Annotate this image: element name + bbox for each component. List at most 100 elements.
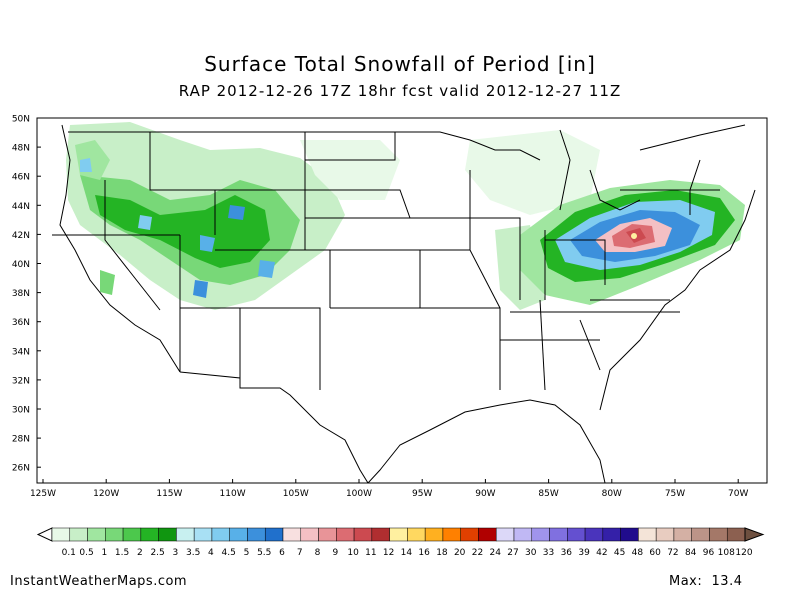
legend-swatch — [69, 527, 88, 542]
longitude-axis: 125W 120W 115W 110W 105W 100W 95W 90W 85W 80W 75W 7… — [30, 479, 748, 499]
legend-label: 30 — [525, 548, 537, 558]
legend-label: 2 — [137, 548, 143, 558]
legend-swatch — [495, 527, 515, 542]
lat-label: 30N — [12, 406, 30, 416]
legend-label: 60 — [649, 548, 661, 558]
legend-label: 120 — [735, 548, 752, 558]
legend-label: 24 — [490, 548, 502, 558]
legend-swatch — [478, 527, 497, 542]
map-title: Surface Total Snowfall of Period [in] — [204, 52, 596, 76]
boundary-lines — [52, 124, 756, 483]
legend-label: 8 — [315, 548, 321, 558]
legend-label: 3.5 — [186, 548, 200, 558]
lon-label: 75W — [665, 489, 685, 499]
lon-label: 80W — [602, 489, 622, 499]
plot-frame — [36, 117, 768, 484]
legend-label: 22 — [472, 548, 483, 558]
legend-label: 96 — [703, 548, 715, 558]
lon-label: 115W — [156, 489, 182, 499]
legend-swatch — [638, 527, 657, 542]
lon-label: 90W — [475, 489, 495, 499]
legend-label: 7 — [297, 548, 303, 558]
legend-label: 4.5 — [222, 548, 236, 558]
lon-label: 85W — [538, 489, 558, 499]
legend-label: 108 — [718, 548, 735, 558]
legend-label: 1 — [101, 548, 107, 558]
legend-high-arrow — [744, 527, 765, 542]
lat-label: 40N — [12, 260, 30, 270]
lat-label: 48N — [12, 144, 30, 154]
lon-label: 70W — [728, 489, 748, 499]
legend-swatch — [158, 527, 177, 542]
legend-label: 9 — [332, 548, 338, 558]
max-readout: Max: 13.4 — [669, 574, 742, 589]
color-legend: 0.1 0.5 1 1.5 2 2.5 3 3.5 4 4.5 5 5.5 6 7 8 9 10 11 12 14 16… — [36, 527, 765, 558]
legend-swatch — [567, 527, 586, 542]
legend-swatch — [655, 527, 675, 542]
lon-label: 95W — [412, 489, 432, 499]
legend-label: 11 — [365, 548, 376, 558]
legend-label: 5.5 — [257, 548, 271, 558]
legend-swatch — [371, 527, 390, 542]
legend-swatch — [389, 527, 408, 542]
legend-label: 2.5 — [150, 548, 164, 558]
legend-swatch — [442, 527, 461, 542]
lat-label: 26N — [12, 464, 30, 474]
legend-swatch — [602, 527, 621, 542]
legend-swatch — [105, 527, 124, 542]
lon-label: 125W — [30, 489, 56, 499]
legend-swatch — [264, 527, 284, 542]
legend-label: 84 — [685, 548, 697, 558]
legend-low-arrow — [36, 527, 53, 542]
site-credit: InstantWeatherMaps.com — [10, 574, 188, 589]
lon-label: 105W — [283, 489, 309, 499]
legend-label: 1.5 — [115, 548, 129, 558]
legend-label: 3 — [173, 548, 179, 558]
legend-swatch — [247, 527, 266, 542]
legend-label: 27 — [507, 548, 518, 558]
lat-label: 50N — [12, 115, 30, 125]
legend-label: 45 — [614, 548, 625, 558]
lat-label: 34N — [12, 347, 30, 357]
legend-label: 10 — [347, 548, 359, 558]
legend-label: 42 — [596, 548, 607, 558]
legend-swatch — [424, 527, 444, 542]
lat-label: 46N — [12, 173, 30, 183]
legend-swatch — [140, 527, 159, 542]
legend-label: 12 — [383, 548, 394, 558]
legend-swatch — [176, 527, 195, 542]
legend-label: 18 — [436, 548, 448, 558]
legend-swatch — [620, 527, 639, 542]
lat-label: 42N — [12, 231, 30, 241]
latitude-axis: 50N 48N 46N 44N 42N 40N 38N 36N 34N 32N 30N 28N 26N — [12, 115, 41, 474]
legend-swatch — [531, 527, 550, 542]
legend-label: 36 — [561, 548, 573, 558]
legend-label: 20 — [454, 548, 466, 558]
map-subtitle: RAP 2012-12-26 17Z 18hr fcst valid 2012-… — [178, 82, 622, 100]
lon-label: 120W — [93, 489, 119, 499]
legend-swatch — [211, 527, 230, 542]
legend-label: 14 — [401, 548, 413, 558]
legend-swatch — [460, 527, 479, 542]
legend-swatch — [513, 527, 533, 542]
legend-label: 5 — [244, 548, 250, 558]
legend-label: 4 — [208, 548, 214, 558]
legend-label: 39 — [578, 548, 590, 558]
lat-label: 28N — [12, 435, 30, 445]
legend-swatch — [229, 527, 248, 542]
legend-swatch — [318, 527, 337, 542]
legend-swatch — [51, 527, 71, 542]
lat-label: 32N — [12, 376, 30, 386]
legend-label: 0.1 — [62, 548, 76, 558]
legend-swatch — [407, 527, 426, 542]
lon-label: 110W — [220, 489, 246, 499]
max-value: 13.4 — [711, 574, 743, 589]
legend-swatch — [726, 527, 746, 542]
legend-label: 16 — [418, 548, 430, 558]
legend-label: 6 — [279, 548, 285, 558]
legend-swatch — [673, 527, 692, 542]
legend-swatch — [300, 527, 319, 542]
lat-label: 38N — [12, 289, 30, 299]
legend-swatch — [691, 527, 710, 542]
